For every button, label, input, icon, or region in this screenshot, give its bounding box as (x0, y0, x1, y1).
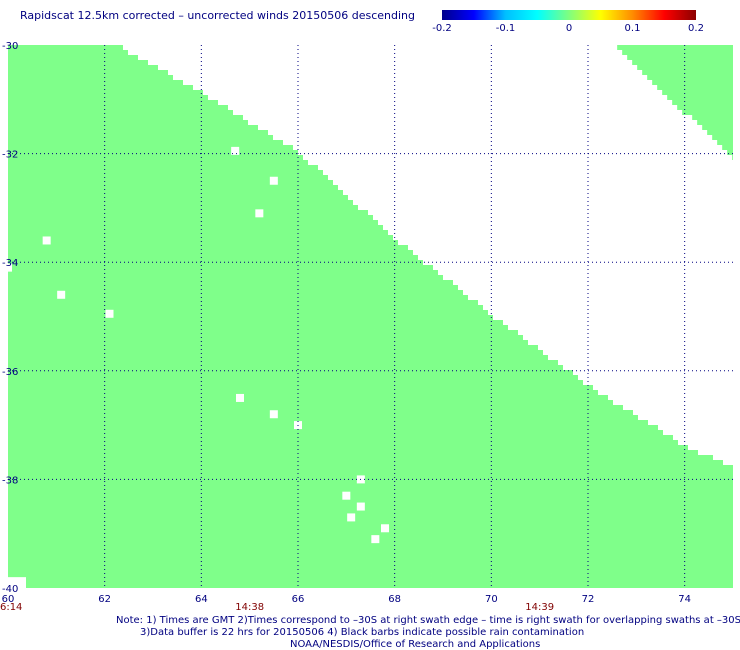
x-tick-label: 62 (98, 594, 111, 605)
x-tick-label: 72 (582, 594, 595, 605)
y-tick-label: -36 (2, 367, 18, 378)
missing-cell (8, 577, 26, 588)
time-label: 14:39 (525, 602, 554, 613)
y-tick-label: -38 (2, 475, 18, 486)
y-tick-label: -40 (2, 584, 18, 595)
time-label: 14:38 (235, 602, 264, 613)
missing-cell (105, 309, 114, 318)
x-tick-label: 68 (388, 594, 401, 605)
note-line-2: 3)Data buffer is 22 hrs for 20150506 4) … (140, 627, 585, 638)
x-tick-label: 64 (195, 594, 208, 605)
missing-cell (269, 410, 278, 419)
colorbar-tick-label: 0.2 (688, 23, 704, 34)
colorbar-tick-label: 0.1 (625, 23, 641, 34)
missing-cell (347, 513, 356, 522)
missing-cell (8, 263, 12, 272)
colorbar-tick-label: -0.2 (432, 23, 452, 34)
x-tick-label: 60 (2, 594, 15, 605)
note-line-1: Note: 1) Times are GMT 2)Times correspon… (116, 615, 740, 626)
missing-cell (236, 393, 244, 402)
note-line-3: NOAA/NESDIS/Office of Research and Appli… (290, 639, 541, 650)
missing-cell (255, 209, 264, 218)
missing-cell (42, 236, 51, 245)
time-label: 16:14 (0, 602, 22, 613)
missing-cell (381, 524, 389, 533)
missing-cell (342, 491, 351, 500)
missing-cell (356, 502, 365, 511)
colorbar-tick-label: 0 (566, 23, 572, 34)
x-tick-label: 74 (678, 594, 691, 605)
y-tick-label: -34 (2, 258, 18, 269)
missing-cell (57, 290, 66, 299)
chart-title: Rapidscat 12.5km corrected – uncorrected… (20, 9, 416, 22)
y-tick-label: -32 (2, 150, 18, 161)
swath-upper-right (612, 45, 733, 165)
missing-cell (231, 146, 240, 155)
x-tick-label: 70 (485, 594, 498, 605)
data-field (8, 45, 733, 588)
missing-cell (269, 176, 278, 185)
swath-gap-main (8, 45, 733, 470)
colorbar-gradient (442, 10, 696, 20)
colorbar: -0.2 -0.1 0 0.1 0.2 (432, 10, 704, 34)
colorbar-tick-label: -0.1 (496, 23, 516, 34)
missing-cell (371, 535, 380, 544)
y-tick-label: -30 (2, 41, 18, 52)
x-tick-label: 66 (292, 594, 305, 605)
